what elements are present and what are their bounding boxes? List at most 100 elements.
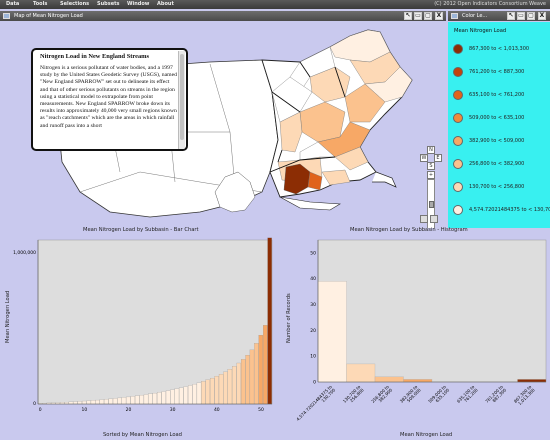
pennsylvania-counties xyxy=(214,171,256,213)
map-minimize-button[interactable]: ▭ xyxy=(414,12,422,20)
legend-minimize-button[interactable]: ▭ xyxy=(517,12,525,20)
bar-chart-ytick-label: 1,000,000 xyxy=(13,250,36,256)
menu-window[interactable]: Window xyxy=(127,1,150,7)
bar xyxy=(68,401,74,405)
bar-chart[interactable]: 1,000,000 00 10 20 30 40 50 xyxy=(0,232,276,432)
map-titlebar[interactable]: Map of Mean Nitrogen Load ↖ ▭ ▢ X xyxy=(0,11,446,21)
subbasin[interactable] xyxy=(344,83,386,123)
color-legend: Mean Nitrogen Load 867,300 to < 1,013,30… xyxy=(448,22,550,228)
bar xyxy=(126,396,131,405)
subbasin[interactable] xyxy=(307,171,323,191)
copyright-text: (C) 2012 Open Indicators Consortium Weav… xyxy=(434,1,546,7)
bar xyxy=(73,401,78,405)
histogram-ytick-label: 40 xyxy=(310,276,316,282)
histogram-title: Mean Nitrogen Load by Subbasin - Histogr… xyxy=(350,227,468,233)
bar-chart-ytick-label: 0 xyxy=(33,401,36,407)
pan-north-button[interactable]: N xyxy=(427,146,435,154)
bar xyxy=(232,366,237,405)
bar-chart-xlabel: Sorted by Mean Nitrogen Load xyxy=(103,432,182,438)
bar xyxy=(157,392,162,405)
legend-titlebar[interactable]: Color Le... ↖ ▭ ▢ X xyxy=(448,11,550,21)
zoom-slider-thumb[interactable] xyxy=(429,201,434,208)
legend-panel-icon xyxy=(451,13,458,19)
legend-swatch xyxy=(453,136,463,146)
zoom-in-button[interactable]: + xyxy=(427,171,435,179)
bar xyxy=(90,400,96,405)
legend-maximize-button[interactable]: ▢ xyxy=(527,12,535,20)
histogram-xtick-line: 4,574.72021484375 to xyxy=(295,384,333,422)
info-scrollbar[interactable] xyxy=(178,51,185,149)
map-view[interactable]: Nitrogen Load in New England Streams Nit… xyxy=(0,22,446,228)
histogram-bar xyxy=(317,281,347,383)
bar xyxy=(161,391,166,405)
histogram-bar xyxy=(374,376,404,383)
histogram-ytick-label: 30 xyxy=(310,302,316,308)
bar xyxy=(254,343,259,405)
histogram-plot-area xyxy=(317,239,547,383)
menu-subsets[interactable]: Subsets xyxy=(97,1,120,7)
map-pin-button[interactable]: ↖ xyxy=(404,12,412,20)
zoom-slider[interactable] xyxy=(427,179,435,228)
bar xyxy=(179,387,184,405)
info-scroll-thumb[interactable] xyxy=(180,54,184,140)
bar xyxy=(188,385,193,405)
bar xyxy=(104,399,109,405)
bar xyxy=(240,359,246,405)
histogram-ytick-label: 10 xyxy=(310,354,316,360)
bar-chart-xtick-label: 50 xyxy=(258,407,264,413)
pan-south-button[interactable]: S xyxy=(427,162,435,170)
histogram-xtick-label: 130,700 to256,800 xyxy=(342,384,365,407)
legend-swatch xyxy=(453,205,463,215)
bar xyxy=(263,325,268,405)
legend-title: Mean Nitrogen Load xyxy=(454,28,507,34)
info-popup[interactable]: Nitrogen Load in New England Streams Nit… xyxy=(31,48,188,151)
histogram-xtick-label: 4,574.72021484375 to130,700 xyxy=(295,384,336,425)
map-maximize-button[interactable]: ▢ xyxy=(424,12,432,20)
histogram-xlabel: Mean Nitrogen Load xyxy=(400,432,453,438)
bar-chart-xtick-label: 40 xyxy=(214,407,220,413)
bar xyxy=(121,397,127,405)
legend-pin-button[interactable]: ↖ xyxy=(507,12,515,20)
bar xyxy=(218,374,224,405)
bar xyxy=(214,376,219,405)
bar xyxy=(236,362,241,405)
bar xyxy=(135,395,140,405)
map-close-button[interactable]: X xyxy=(435,12,443,20)
histogram-xtick-label: 509,000 to635,100 xyxy=(427,384,450,407)
legend-panel-title: Color Le... xyxy=(462,13,488,19)
legend-label: 130,700 to < 256,800 xyxy=(469,184,525,190)
new-england-map[interactable] xyxy=(0,22,446,228)
legend-label: 761,200 to < 887,300 xyxy=(469,69,525,75)
bar-chart-title: Mean Nitrogen Load by Subbasin - Bar Cha… xyxy=(83,227,199,233)
menu-selections[interactable]: Selections xyxy=(60,1,90,7)
legend-close-button[interactable]: X xyxy=(538,12,546,20)
menu-data[interactable]: Data xyxy=(6,1,20,7)
legend-label: 635,100 to < 761,200 xyxy=(469,92,525,98)
subbasin[interactable] xyxy=(334,146,369,171)
subbasin[interactable] xyxy=(271,76,313,123)
legend-swatch xyxy=(453,113,463,123)
bar xyxy=(165,390,171,405)
histogram-xtick-label: 382,900 to509,000 xyxy=(399,384,422,407)
bar xyxy=(99,399,105,405)
bar-chart-xtick-label: 20 xyxy=(126,407,132,413)
subbasin[interactable] xyxy=(299,141,336,161)
bar xyxy=(258,335,263,405)
bar xyxy=(174,388,180,405)
pan-east-button[interactable]: E xyxy=(434,154,442,162)
bar xyxy=(82,400,87,405)
zoom-tool-icon[interactable] xyxy=(430,215,438,223)
pan-west-button[interactable]: W xyxy=(420,154,428,162)
histogram-chart[interactable]: 0 10 20 30 40 50 4,574.72021484375 to130,700 13… xyxy=(282,232,550,432)
menu-about[interactable]: About xyxy=(157,1,174,7)
bar xyxy=(205,379,210,405)
select-tool-icon[interactable] xyxy=(420,215,428,223)
subbasin[interactable] xyxy=(321,169,351,186)
histogram-bar xyxy=(346,363,376,383)
bar xyxy=(112,398,118,405)
menu-tools[interactable]: Tools xyxy=(33,1,48,7)
histogram-ytick-label: 20 xyxy=(310,328,316,334)
histogram-bar xyxy=(517,379,547,383)
info-body-text: Nitrogen is a serious pollutant of water… xyxy=(40,65,177,129)
map-panel-title: Map of Mean Nitrogen Load xyxy=(14,13,83,19)
